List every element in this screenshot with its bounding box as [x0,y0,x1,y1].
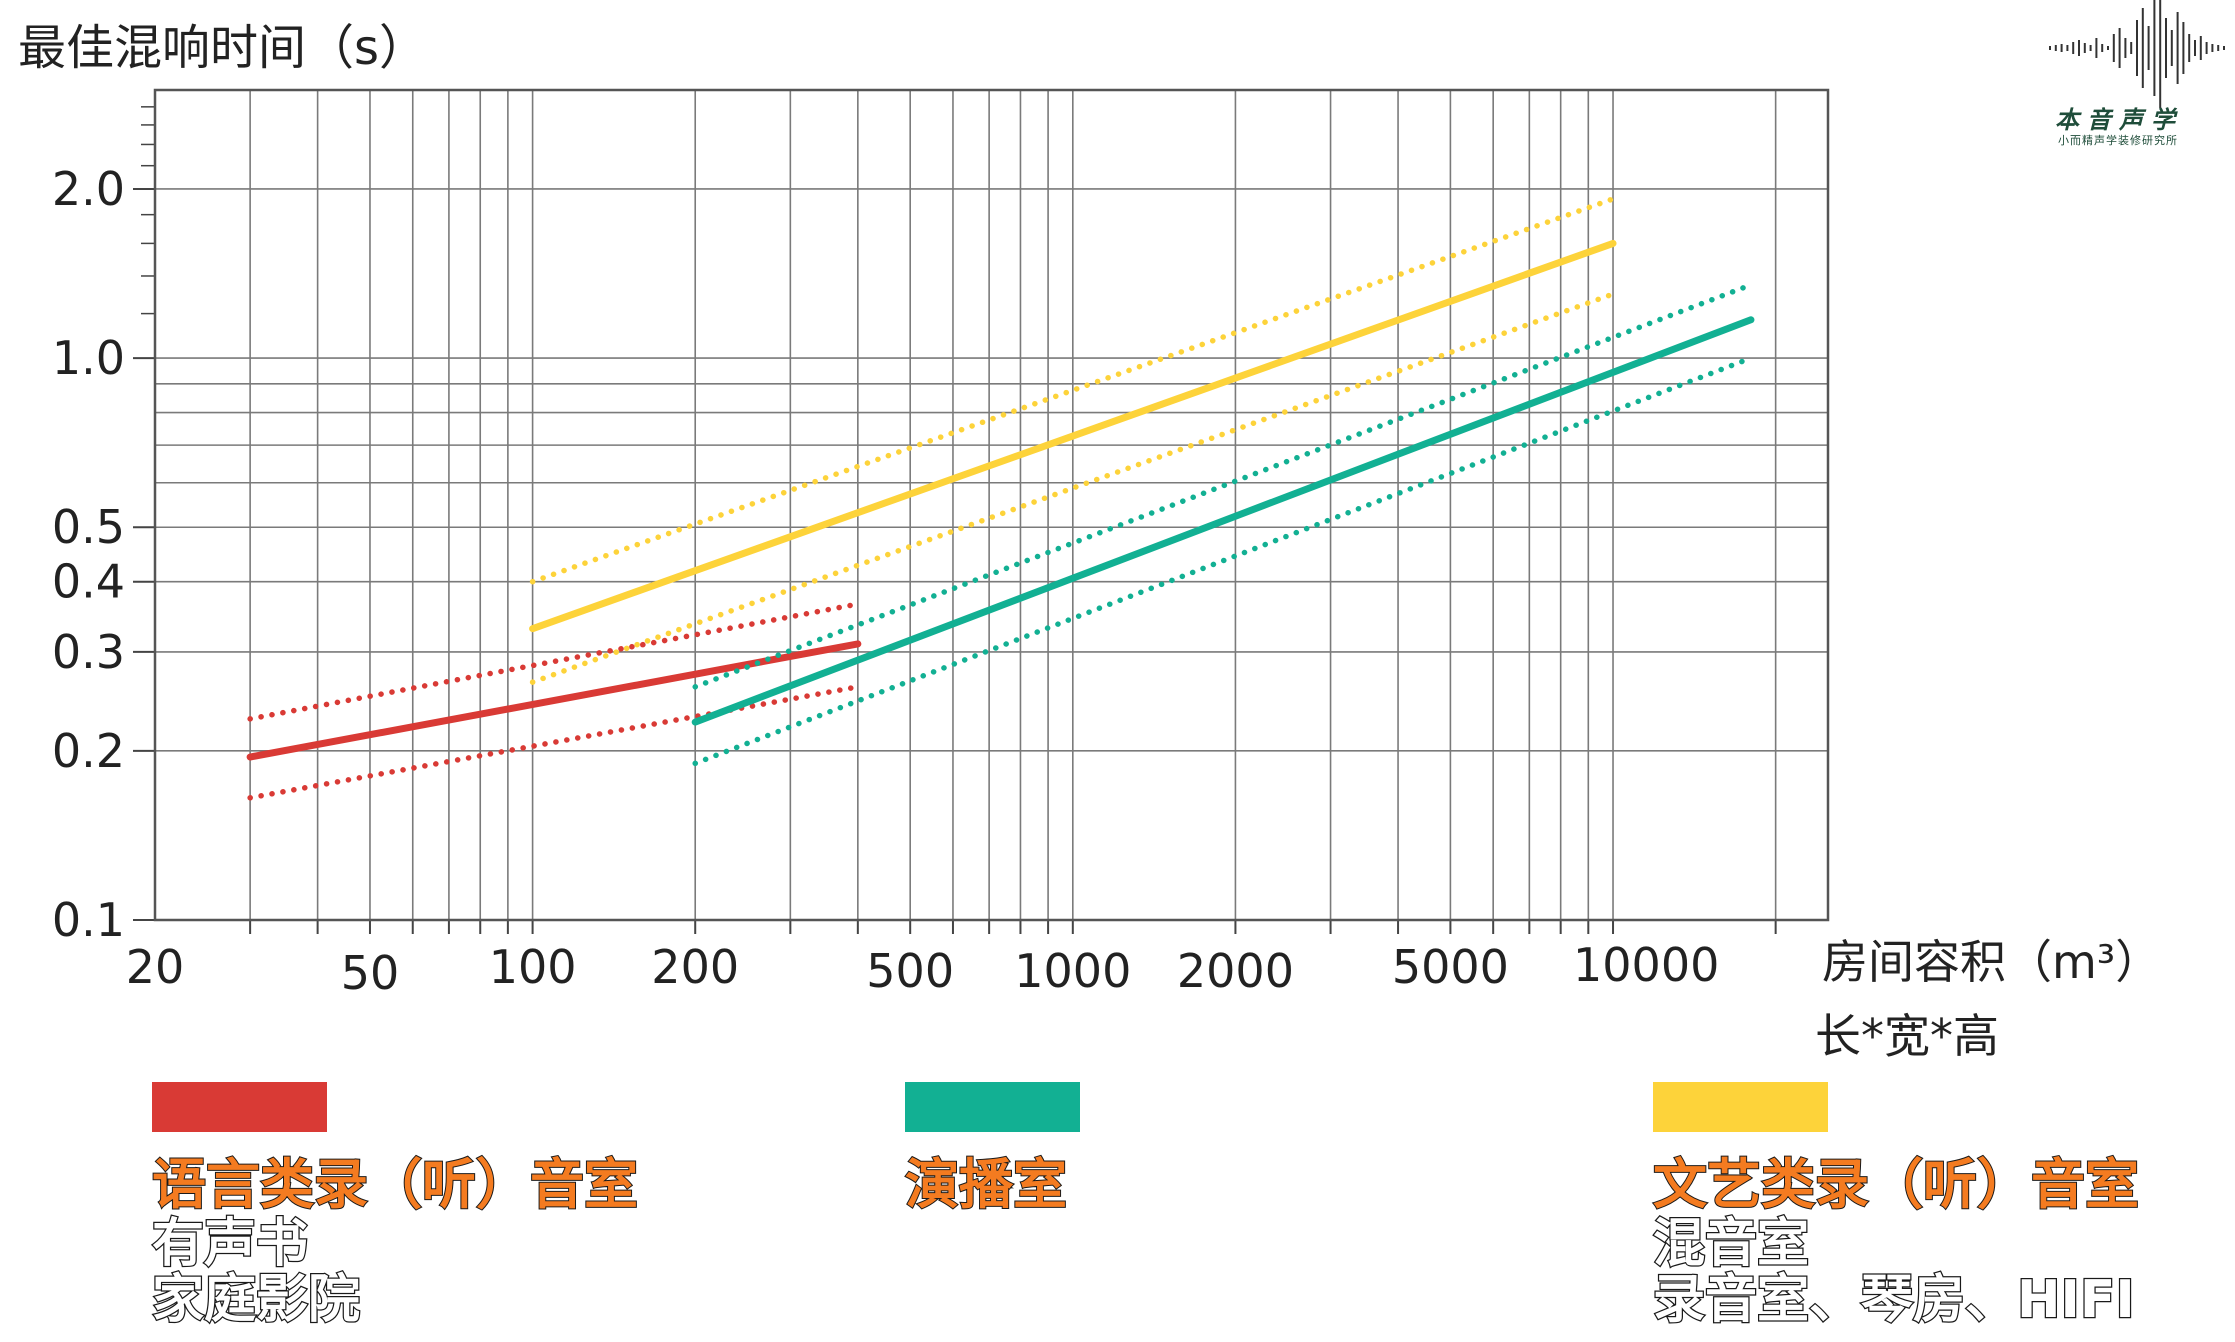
series-line-7 [529,196,1616,585]
waveform-logo-icon [2049,0,2225,108]
x-tick-label: 5000 [1392,940,1509,994]
legend-sub-recording-room: 录音室、琴房、HIFI [1652,1270,2136,1330]
y-tick-label: 0.4 [52,555,125,609]
series-line-4 [692,282,1754,690]
series-line-1 [247,601,861,722]
legend-swatch-green [905,1082,1080,1132]
y-axis-ticks: 0.1 0.2 0.3 0.40.5 1.0 2.0 [52,106,155,947]
legend-sub-home-theater: 家庭影院 [151,1270,362,1330]
legend-green: 演播室 [904,1082,1080,1217]
x-tick-label: 10000 [1573,938,1719,992]
plot-frame [153,88,1830,922]
legend-title-speech-studio: 语言类录（听）音室 [151,1153,639,1217]
legend-swatch-red [152,1082,327,1132]
series-line-3 [691,316,1755,726]
x-tick-label: 100 [489,940,577,994]
x-tick-label: 1000 [1014,944,1131,998]
x-axis-title: 房间容积（m³） [1822,935,2161,989]
x-axis-ticks: 20 50 100 200 500 1000 2000 5000 10000 [126,920,1777,1000]
x-tick-label: 200 [651,940,739,994]
y-axis-title: 最佳混响时间（s） [18,20,427,76]
x-tick-label: 2000 [1177,944,1294,998]
x-axis-subtitle: 长*宽*高 [1815,1009,1999,1063]
x-tick-label: 50 [341,946,400,1000]
y-tick-label: 1.0 [52,331,125,385]
y-tick-label: 2.0 [52,162,125,216]
legend-sub-audiobook: 有声书 [151,1214,310,1274]
series-line-8 [529,291,1616,685]
legend-sub-mixing-room: 混音室 [1652,1214,1811,1274]
legend-title-broadcast-studio: 演播室 [904,1153,1068,1217]
logo-name: 本音声学 [2055,106,2183,134]
legend-swatch-yellow [1653,1082,1828,1132]
y-tick-label: 0.1 [52,893,125,947]
y-tick-label: 0.2 [52,724,125,778]
legend-title-music-studio: 文艺类录（听）音室 [1652,1153,2140,1217]
x-tick-label: 20 [126,940,185,994]
series-line-6 [529,239,1617,633]
y-tick-label: 0.5 [52,500,125,554]
series-line-5 [692,355,1754,767]
logo-tagline: 小而精声学装修研究所 [2058,134,2178,147]
y-tick-label: 0.3 [52,625,125,679]
series-line-2 [247,684,861,801]
legend-yellow: 文艺类录（听）音室 混音室 录音室、琴房、HIFI [1652,1082,2140,1330]
x-tick-label: 500 [866,944,954,998]
series-layer [246,196,1755,801]
legend-red: 语言类录（听）音室 有声书 家庭影院 [151,1082,639,1330]
grid [155,90,1828,920]
